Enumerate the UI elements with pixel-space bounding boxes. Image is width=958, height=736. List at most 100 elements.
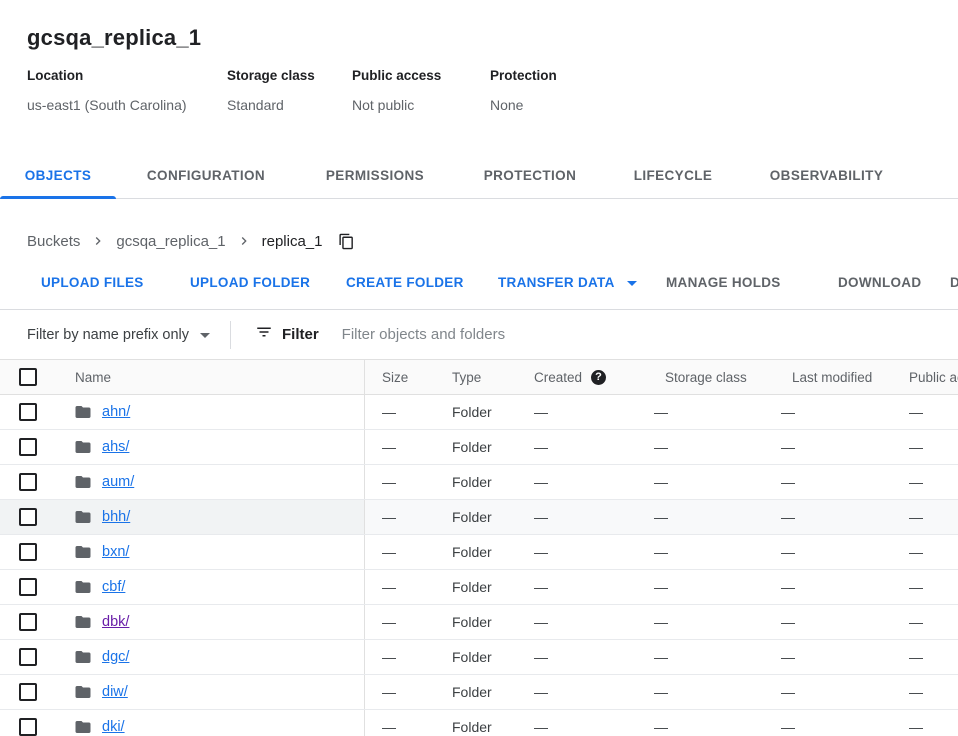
row-type: Folder — [452, 649, 492, 665]
tab-configuration[interactable]: CONFIGURATION — [146, 167, 266, 183]
row-created: — — [534, 649, 548, 665]
summary-field-storage-class: Storage class Standard — [227, 68, 352, 114]
tab-observability[interactable]: OBSERVABILITY — [769, 167, 884, 183]
row-checkbox[interactable] — [19, 718, 37, 736]
tab-permissions[interactable]: PERMISSIONS — [325, 167, 425, 183]
column-header-created: Created ? — [530, 360, 650, 394]
summary-value: Not public — [352, 97, 415, 113]
table-header: Name Size Type Created ? Storage class L… — [0, 360, 958, 395]
row-checkbox[interactable] — [19, 508, 37, 526]
help-icon[interactable]: ? — [591, 369, 607, 385]
select-all-checkbox[interactable] — [19, 368, 37, 386]
row-checkbox[interactable] — [19, 438, 37, 456]
row-type: Folder — [452, 474, 492, 490]
breadcrumb-buckets[interactable]: Buckets — [27, 232, 81, 250]
row-checkbox-cell — [0, 570, 56, 604]
object-link[interactable]: dki/ — [102, 719, 125, 735]
folder-icon — [74, 578, 92, 596]
table-row: dbk/ — Folder — — — — — [0, 605, 958, 640]
object-link[interactable]: dgc/ — [102, 649, 130, 665]
column-header-name: Name — [56, 360, 365, 394]
row-checkbox-cell — [0, 430, 56, 464]
row-checkbox[interactable] — [19, 403, 37, 421]
row-size: — — [382, 579, 396, 595]
copy-icon[interactable] — [338, 233, 355, 250]
summary-label: Protection — [490, 68, 557, 83]
arrow-drop-down-icon — [626, 280, 637, 286]
transfer-data-button[interactable]: TRANSFER DATA — [484, 264, 651, 300]
row-checkbox-cell — [0, 500, 56, 534]
object-actions-toolbar: UPLOAD FILES UPLOAD FOLDER CREATE FOLDER… — [0, 252, 958, 310]
folder-icon — [74, 438, 92, 456]
delete-button: DELETE — [950, 274, 958, 290]
row-storage-class: — — [654, 544, 668, 560]
breadcrumb-current-folder: replica_1 — [261, 232, 323, 250]
row-name-cell: aum/ — [56, 465, 365, 499]
row-public-access: — — [909, 404, 923, 420]
row-size: — — [382, 684, 396, 700]
row-size: — — [382, 649, 396, 665]
row-last-modified: — — [781, 544, 795, 560]
table-row: ahs/ — Folder — — — — — [0, 430, 958, 465]
upload-files-button[interactable]: UPLOAD FILES — [41, 274, 144, 290]
object-link[interactable]: ahn/ — [102, 404, 131, 420]
row-created: — — [534, 474, 548, 490]
summary-field-public-access: Public access Not public — [352, 68, 490, 114]
row-type: Folder — [452, 579, 492, 595]
row-created: — — [534, 684, 548, 700]
row-checkbox[interactable] — [19, 543, 37, 561]
row-type: Folder — [452, 614, 492, 630]
summary-label: Storage class — [227, 68, 315, 83]
upload-folder-button[interactable]: UPLOAD FOLDER — [190, 274, 311, 290]
row-name-cell: dki/ — [56, 710, 365, 736]
row-name-cell: bxn/ — [56, 535, 365, 569]
row-size: — — [382, 544, 396, 560]
row-name-cell: dgc/ — [56, 640, 365, 674]
table-row: bxn/ — Folder — — — — — [0, 535, 958, 570]
row-storage-class: — — [654, 719, 668, 735]
create-folder-button[interactable]: CREATE FOLDER — [346, 274, 464, 290]
column-header-size: Size — [382, 369, 409, 385]
row-checkbox[interactable] — [19, 473, 37, 491]
tab-bar: OBJECTS CONFIGURATION PERMISSIONS PROTEC… — [0, 151, 958, 199]
row-checkbox-cell — [0, 535, 56, 569]
row-checkbox-cell — [0, 605, 56, 639]
row-checkbox-cell — [0, 395, 56, 429]
object-link[interactable]: diw/ — [102, 684, 128, 700]
tab-objects[interactable]: OBJECTS — [0, 151, 116, 199]
row-created: — — [534, 509, 548, 525]
object-link[interactable]: ahs/ — [102, 439, 130, 455]
summary-label: Public access — [352, 68, 442, 83]
row-public-access: — — [909, 719, 923, 735]
filter-label-group: Filter — [255, 323, 319, 346]
page-title: gcsqa_replica_1 — [27, 25, 202, 50]
row-storage-class: — — [654, 614, 668, 630]
row-type: Folder — [452, 719, 492, 735]
folder-icon — [74, 403, 92, 421]
tab-protection[interactable]: PROTECTION — [483, 167, 577, 183]
breadcrumb: Buckets gcsqa_replica_1 replica_1 — [27, 230, 958, 252]
tab-lifecycle[interactable]: LIFECYCLE — [633, 167, 713, 183]
folder-icon — [74, 648, 92, 666]
object-link[interactable]: dbk/ — [102, 614, 130, 630]
folder-icon — [74, 473, 92, 491]
object-link[interactable]: bxn/ — [102, 544, 130, 560]
filter-label: Filter — [281, 326, 319, 343]
row-last-modified: — — [781, 509, 795, 525]
object-link[interactable]: cbf/ — [102, 579, 126, 595]
table-row: aum/ — Folder — — — — — [0, 465, 958, 500]
row-storage-class: — — [654, 404, 668, 420]
row-checkbox[interactable] — [19, 648, 37, 666]
breadcrumb-bucket[interactable]: gcsqa_replica_1 — [116, 232, 226, 250]
object-link[interactable]: bhh/ — [102, 509, 131, 525]
filter-scope-dropdown[interactable]: Filter by name prefix only — [27, 327, 210, 343]
row-created: — — [534, 439, 548, 455]
object-link[interactable]: aum/ — [102, 474, 135, 490]
row-checkbox[interactable] — [19, 683, 37, 701]
row-last-modified: — — [781, 579, 795, 595]
row-name-cell: diw/ — [56, 675, 365, 709]
row-checkbox[interactable] — [19, 613, 37, 631]
filter-objects-input[interactable] — [341, 326, 772, 343]
summary-field-location: Location us-east1 (South Carolina) — [27, 68, 227, 114]
row-checkbox[interactable] — [19, 578, 37, 596]
